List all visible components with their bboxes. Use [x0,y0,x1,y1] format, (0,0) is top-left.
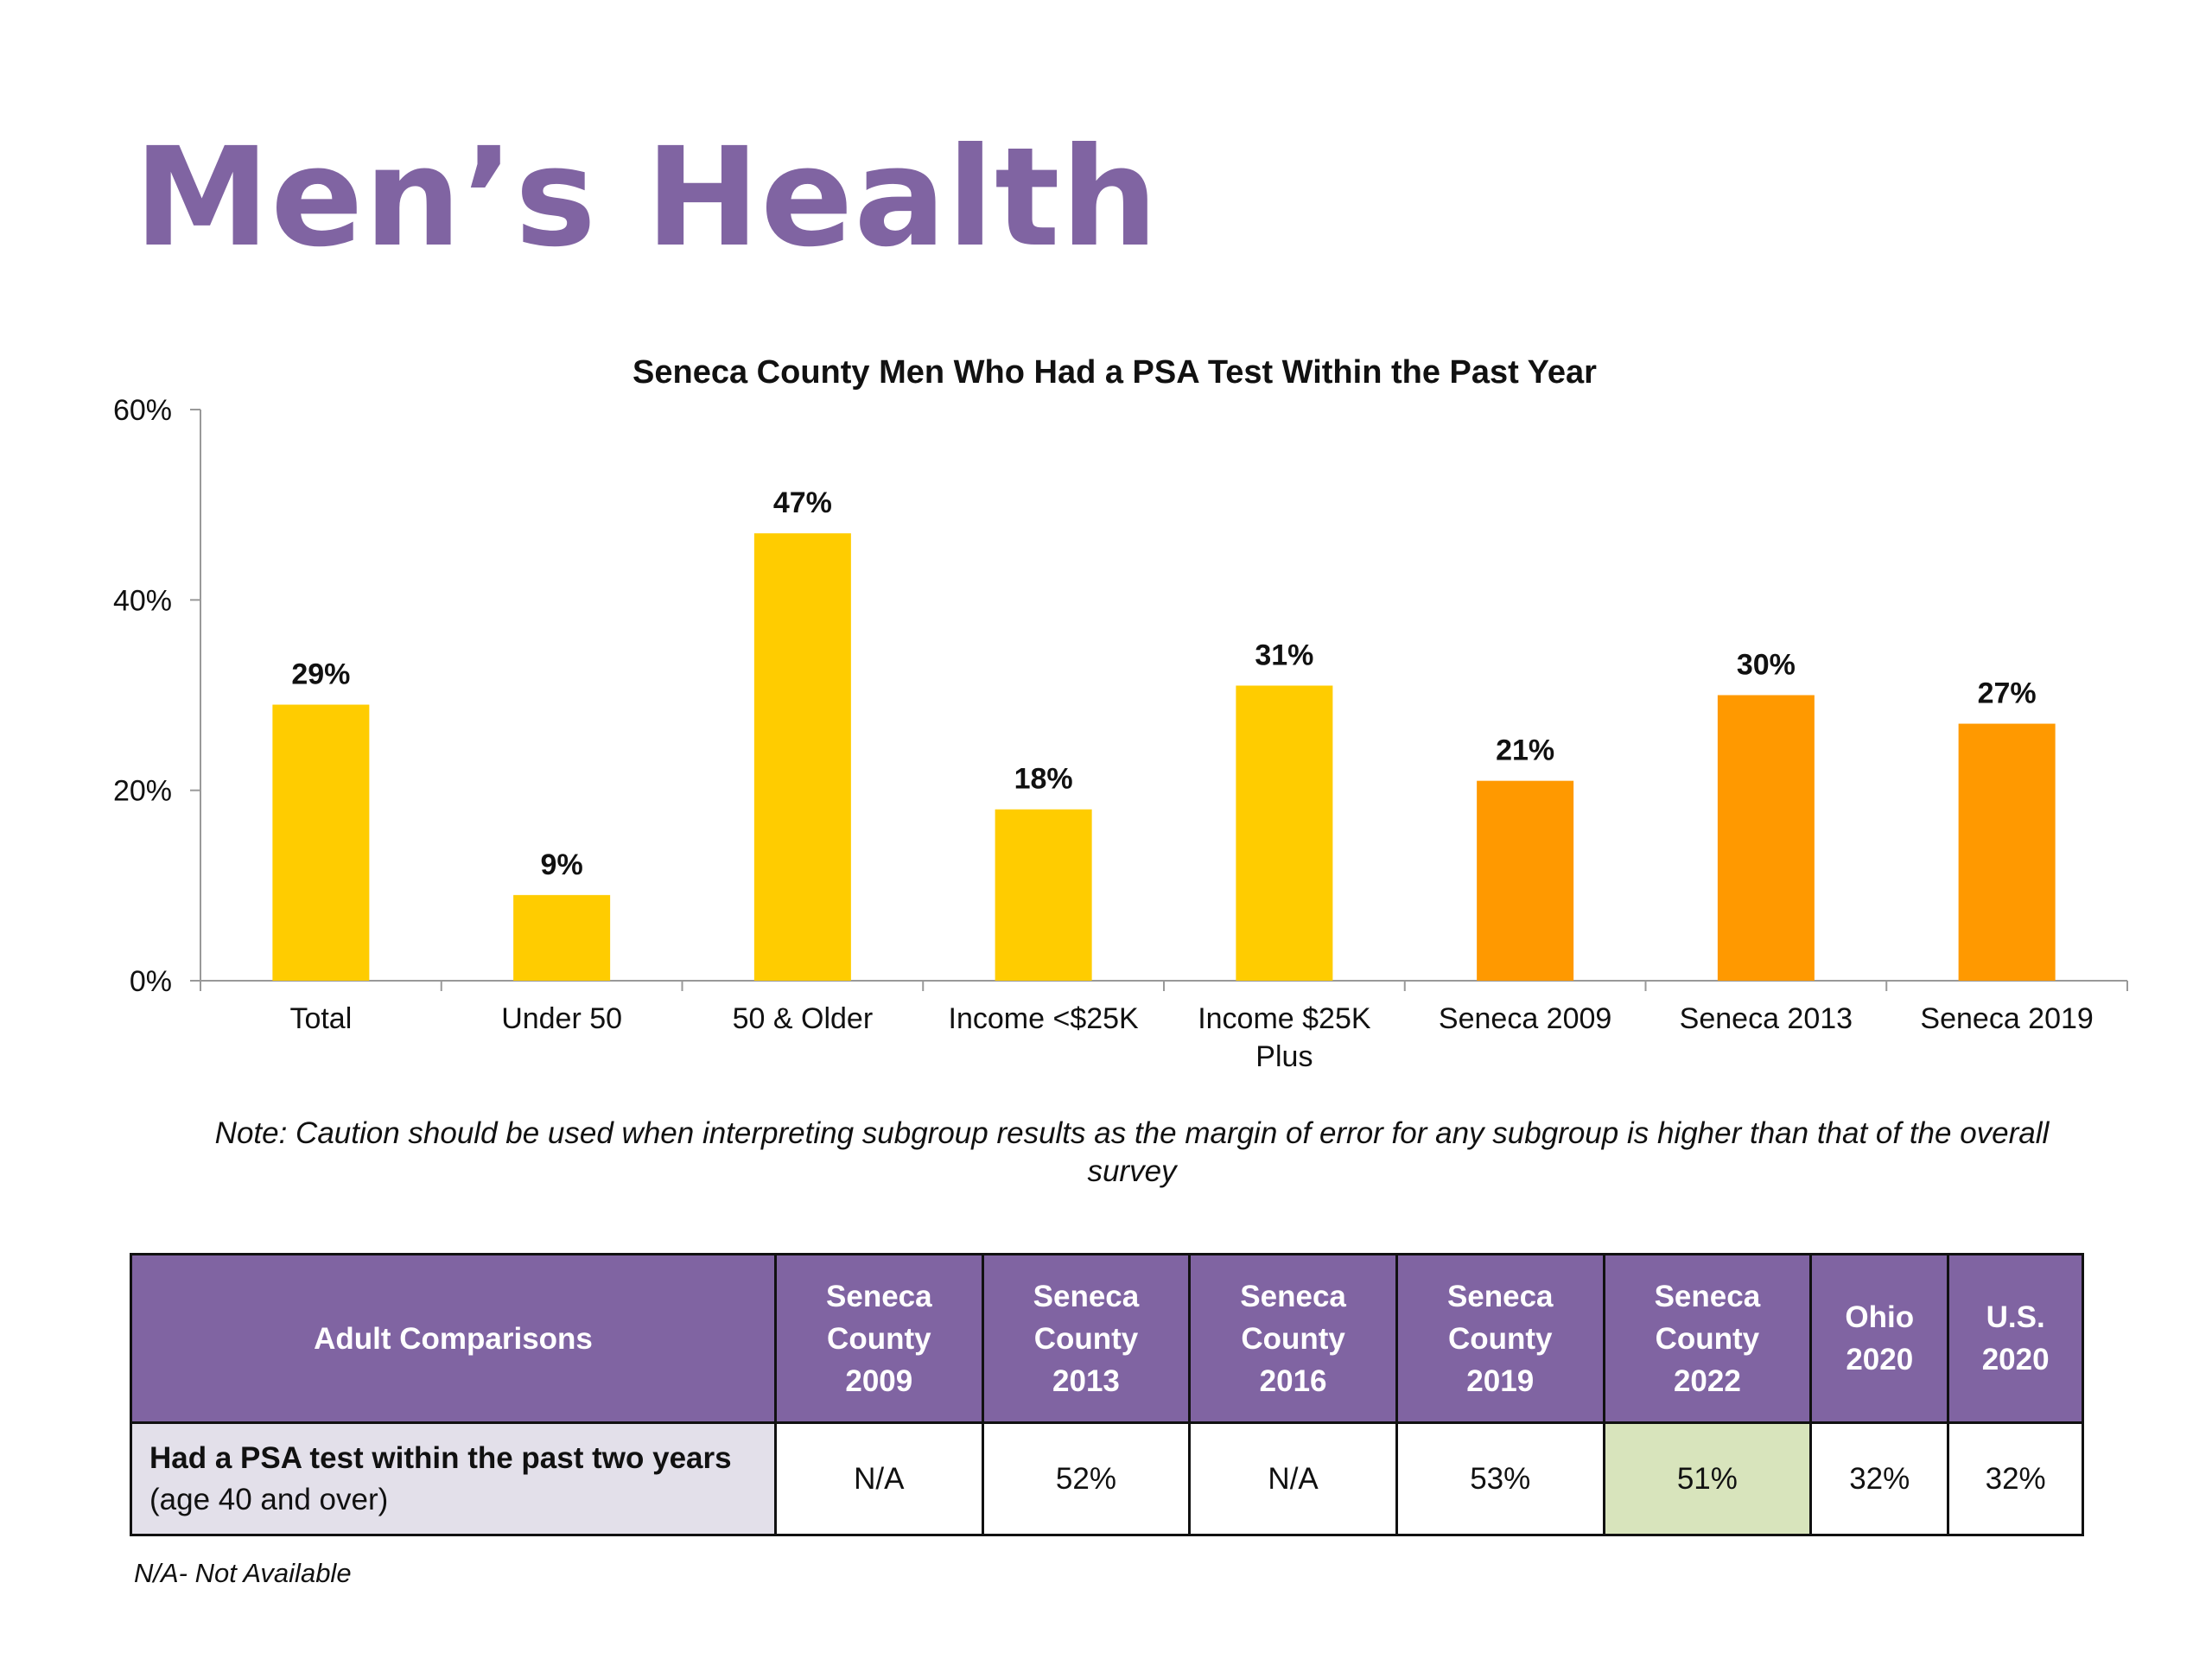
bar-chart: Seneca County Men Who Had a PSA Test Wit… [113,354,2128,1073]
x-tick-label: Income <$25K [949,1002,1140,1035]
bar [1717,695,1815,981]
header-seneca-2022: Seneca County 2022 [1602,1253,1813,1424]
x-tick-label: Under 50 [501,1002,622,1035]
value-seneca-2019: 53% [1395,1421,1605,1536]
x-tick-label: Seneca 2019 [1920,1002,2093,1035]
y-tick-label: 60% [113,394,172,427]
bar [272,704,370,981]
x-tick-label: Plus [1255,1040,1313,1073]
header-ohio-2020: Ohio 2020 [1809,1253,1950,1424]
data-label: 21% [1496,734,1554,767]
page-title: Men’s Health [134,118,1160,277]
data-label: 18% [1014,763,1073,796]
bar [1477,780,1574,981]
header-us-2020: U.S. 2020 [1947,1253,2084,1424]
header-seneca-2016: Seneca County 2016 [1188,1253,1398,1424]
value-us-2020: 32% [1947,1421,2084,1536]
data-label: 29% [291,658,350,691]
y-tick-label: 40% [113,584,172,617]
table-header-row: Adult Comparisons Seneca County 2009 Senec… [130,1253,2084,1424]
row-label: Had a PSA test within the past two years [149,1440,732,1475]
bar [995,809,1092,981]
row-sublabel: (age 40 and over) [149,1482,389,1516]
bar [753,533,851,981]
y-tick-label: 20% [113,775,172,808]
data-label: 9% [541,849,583,881]
header-adult-comparisons: Adult Comparisons [130,1253,777,1424]
x-tick-label: Seneca 2013 [1680,1002,1853,1035]
x-tick-label: Seneca 2009 [1439,1002,1611,1035]
x-tick-label: Total [289,1002,352,1035]
data-label: 30% [1737,649,1796,682]
value-seneca-2009: N/A [774,1421,984,1536]
x-tick-label: 50 & Older [733,1002,874,1035]
header-seneca-2009: Seneca County 2009 [774,1253,984,1424]
value-seneca-2013: 52% [981,1421,1192,1536]
value-ohio-2020: 32% [1809,1421,1950,1536]
footnote: N/A- Not Available [134,1558,352,1588]
chart-note: Note: Caution should be used when interp… [214,1116,2050,1188]
data-label: 27% [1978,677,2037,710]
table-row: Had a PSA test within the past two years… [130,1421,2084,1536]
header-seneca-2019: Seneca County 2019 [1395,1253,1605,1424]
data-label: 31% [1255,639,1313,671]
bar [1236,685,1333,981]
data-label: 47% [773,486,832,519]
y-tick-label: 0% [130,965,172,998]
chart-title: Seneca County Men Who Had a PSA Test Wit… [632,354,1597,391]
value-seneca-2022: 51% [1602,1421,1813,1536]
bar [1958,723,2056,981]
value-seneca-2016: N/A [1188,1421,1398,1536]
bar [513,894,611,981]
x-tick-label: Income $25K [1198,1002,1371,1035]
adult-comparisons-table: Adult Comparisons Seneca County 2009 Senec… [130,1253,2084,1536]
header-seneca-2013: Seneca County 2013 [981,1253,1192,1424]
row-label-cell: Had a PSA test within the past two years… [130,1421,777,1536]
